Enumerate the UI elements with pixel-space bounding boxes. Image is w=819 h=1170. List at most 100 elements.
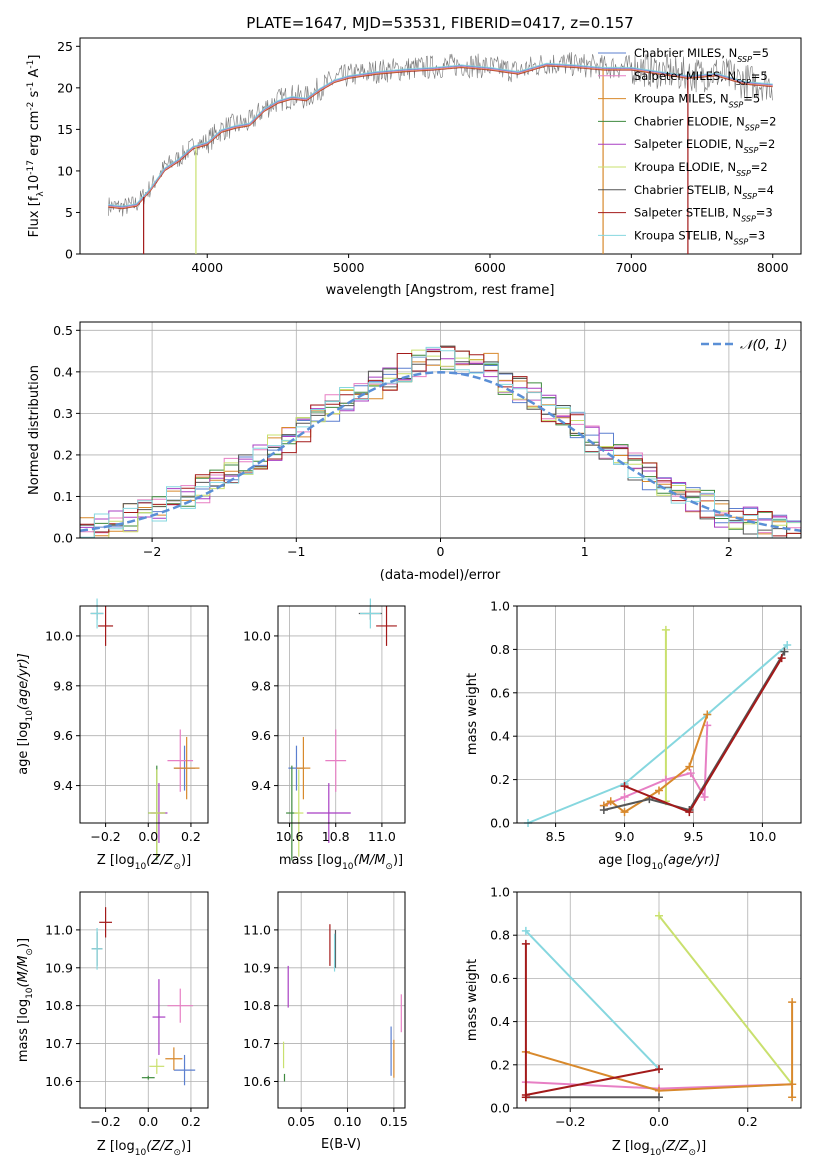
spectrum-ytick-label: 20 [57,80,73,95]
mwZ-ytick-label: 1.0 [490,885,510,900]
spectrum-model-kmiles [108,64,773,209]
spectrum-xtick-label: 8000 [757,260,789,275]
ageM-xtick-label: 11.0 [368,829,396,844]
massZ-ytick-label: 10.8 [45,998,73,1013]
massE-grid [278,892,405,1108]
mwA-marker-smiles [700,792,709,801]
massE-ytick-label: 10.6 [243,1074,271,1089]
ageZ-xtick-label: 0.2 [181,829,201,844]
mwZ-grid [517,891,801,1109]
massZ-axes-frame [79,891,209,1109]
ageZ-ytick-label: 9.6 [53,728,73,743]
mwA-marker-smiles [661,775,670,784]
mwA-marker-cstelib [780,647,789,656]
age-vs-metallicity-panel: −0.2 0.0 0.29.49.69.810.0 Z [log10(Z/Z⊙)] … [16,598,209,872]
age-vs-mass-panel: 10.6 10.8 11.0 9.4 9.6 9.8 10.0 mass [log10(M/… [243,598,406,872]
spectrum-legend-label-kmiles: Kroupa MILES, NSSP=5 [634,92,760,110]
mwA-marker-smiles [686,769,695,778]
mwA-marker-kmiles [620,808,629,817]
massZ-ylabel: mass [log10(M/M⊙)] [16,938,35,1062]
massE-ticks: 0.05 0.10 0.15 10.6 10.7 10.8 10.9 11.0 [243,922,408,1129]
residuals-hist-kstelib [80,346,801,539]
ageZ-xlabel: Z [log10(Z/Z⊙)] [97,853,191,872]
mwA-ytick-label: 0.6 [490,685,510,700]
spectrum-ytick-label: 15 [57,122,73,137]
residuals-xtick-label: 0 [437,544,445,559]
mwZ-marks [521,911,797,1102]
spectrum-legend-label-cstelib: Chabrier STELIB, NSSP=4 [634,183,774,201]
massZ-ytick-label: 10.9 [45,960,73,975]
massE-ytick-label: 11.0 [243,922,271,937]
ageM-xtick-label: 10.8 [322,829,350,844]
mwA-ytick-label: 0.8 [490,642,510,657]
mwZ-marker-sstelib [521,1093,530,1102]
mass-vs-metallicity-panel: −0.2 0.0 0.2 10.6 10.7 10.8 10.9 11.0 Z [log10(… [16,891,209,1158]
massZ-xtick-label: −0.2 [90,1114,120,1129]
spectrum-legend-label-cmiles: Chabrier MILES, NSSP=5 [634,46,769,64]
spectrum-ytick-label: 10 [57,163,73,178]
spectrum-model-cmiles [108,63,773,208]
spectrum-legend-label-celodie: Chabrier ELODIE, NSSP=2 [634,114,776,131]
mwA-line-sstelib [624,657,783,814]
mwZ-xtick-label: −0.2 [555,1114,585,1129]
mwA-xtick-label: 9.0 [615,829,635,844]
ageZ-ytick-label: 9.4 [53,778,73,793]
mwA-line-kmiles [603,714,709,814]
residuals-xlabel: (data-model)/error [380,568,501,583]
residuals-legend-label: 𝒩(0, 1) [740,338,787,353]
massZ-xtick-label: 0.2 [181,1114,201,1129]
mwZ-line-sstelib [525,1068,660,1096]
massE-xtick-label: 0.05 [287,1114,315,1129]
massZ-ytick-label: 10.6 [45,1074,73,1089]
spectrum-model-kstelib [108,62,773,207]
mwA-marker-sstelib [777,654,786,663]
mwZ-marker-sstelib [521,939,530,948]
ageZ-ticks: −0.2 0.0 0.2 9.4 9.6 9.8 10.0 [45,628,201,844]
massZ-marks [91,907,196,1086]
massE-ytick-label: 10.7 [243,1036,271,1051]
mwA-marker-kmiles [606,797,615,806]
ageM-ticks: 10.6 10.8 11.0 9.4 9.6 9.8 10.0 [243,628,396,844]
spectrum-ylabel: Flux [fλ10-17 erg cm-2 s-1 A-1] [26,55,46,238]
ageZ-xtick-label: 0.0 [138,829,158,844]
mwA-ytick-label: 0.4 [490,729,510,744]
ageM-xlabel: mass [log10(M/M⊙)] [279,853,403,872]
mwA-ytick-label: 1.0 [490,599,510,614]
spectrum-xtick-label: 7000 [615,260,647,275]
spectrum-panel: 4000 5000 6000 7000 8000 0 5 10 15 20 25 Chabrier … [26,37,802,298]
massZ-ytick-label: 11.0 [45,922,73,937]
mwA-marker-smiles [620,792,629,801]
mwZ-ytick-label: 0.8 [490,928,510,943]
mwA-xtick-label: 9.5 [684,829,704,844]
mwA-marker-kelodie [661,625,670,634]
ageZ-xtick-label: −0.2 [90,829,120,844]
mwA-xlabel: age [log10(age/yr)] [598,853,720,872]
residuals-ytick-label: 0.5 [53,323,73,338]
ageM-xtick-label: 10.6 [276,829,304,844]
residuals-ytick-label: 0.0 [53,531,73,546]
spectrum-legend-label-sstelib: Salpeter STELIB, NSSP=3 [634,206,773,224]
mwA-line-kstelib [527,644,788,824]
figure-title: PLATE=1647, MJD=53531, FIBERID=0417, z=0… [246,14,633,32]
residuals-ytick-label: 0.2 [53,447,73,462]
mwA-axes-frame [516,605,802,824]
massweight-vs-metallicity-panel: −0.2 0.0 0.2 0.0 0.2 0.4 0.6 0.8 1.0 Z [log10(Z/… [465,885,802,1158]
spectrum-legend: Chabrier MILES, NSSP=5 Salpeter MILES, NS… [598,46,776,246]
residuals-xtick-label: −2 [143,544,161,559]
ageM-axes-frame [277,605,406,824]
spectrum-legend-label-selodie: Salpeter ELODIE, NSSP=2 [634,137,775,155]
mwA-ticks: 8.5 9.0 9.5 10.0 0.0 0.2 0.4 0.6 0.8 1.0 [490,599,776,845]
massE-axes-frame [277,891,406,1109]
residuals-xtick-label: 2 [725,544,733,559]
mass-vs-ebv-panel: 0.05 0.10 0.15 10.6 10.7 10.8 10.9 11.0 E(B-V) [243,891,408,1152]
massE-ytick-label: 10.8 [243,998,271,1013]
residuals-ytick-label: 0.3 [53,406,73,421]
mwA-ytick-label: 0.2 [490,772,510,787]
ageZ-grid [80,606,208,823]
massE-xlabel: E(B-V) [321,1137,361,1152]
ageM-ytick-label: 9.4 [251,778,271,793]
spectrum-xtick-label: 5000 [333,260,365,275]
residuals-panel: −2 −1 0 1 2 0.0 0.1 0.2 0.3 0.4 0.5 𝒩(0, 1) (data-… [27,321,802,583]
mwA-marker-cstelib [599,805,608,814]
